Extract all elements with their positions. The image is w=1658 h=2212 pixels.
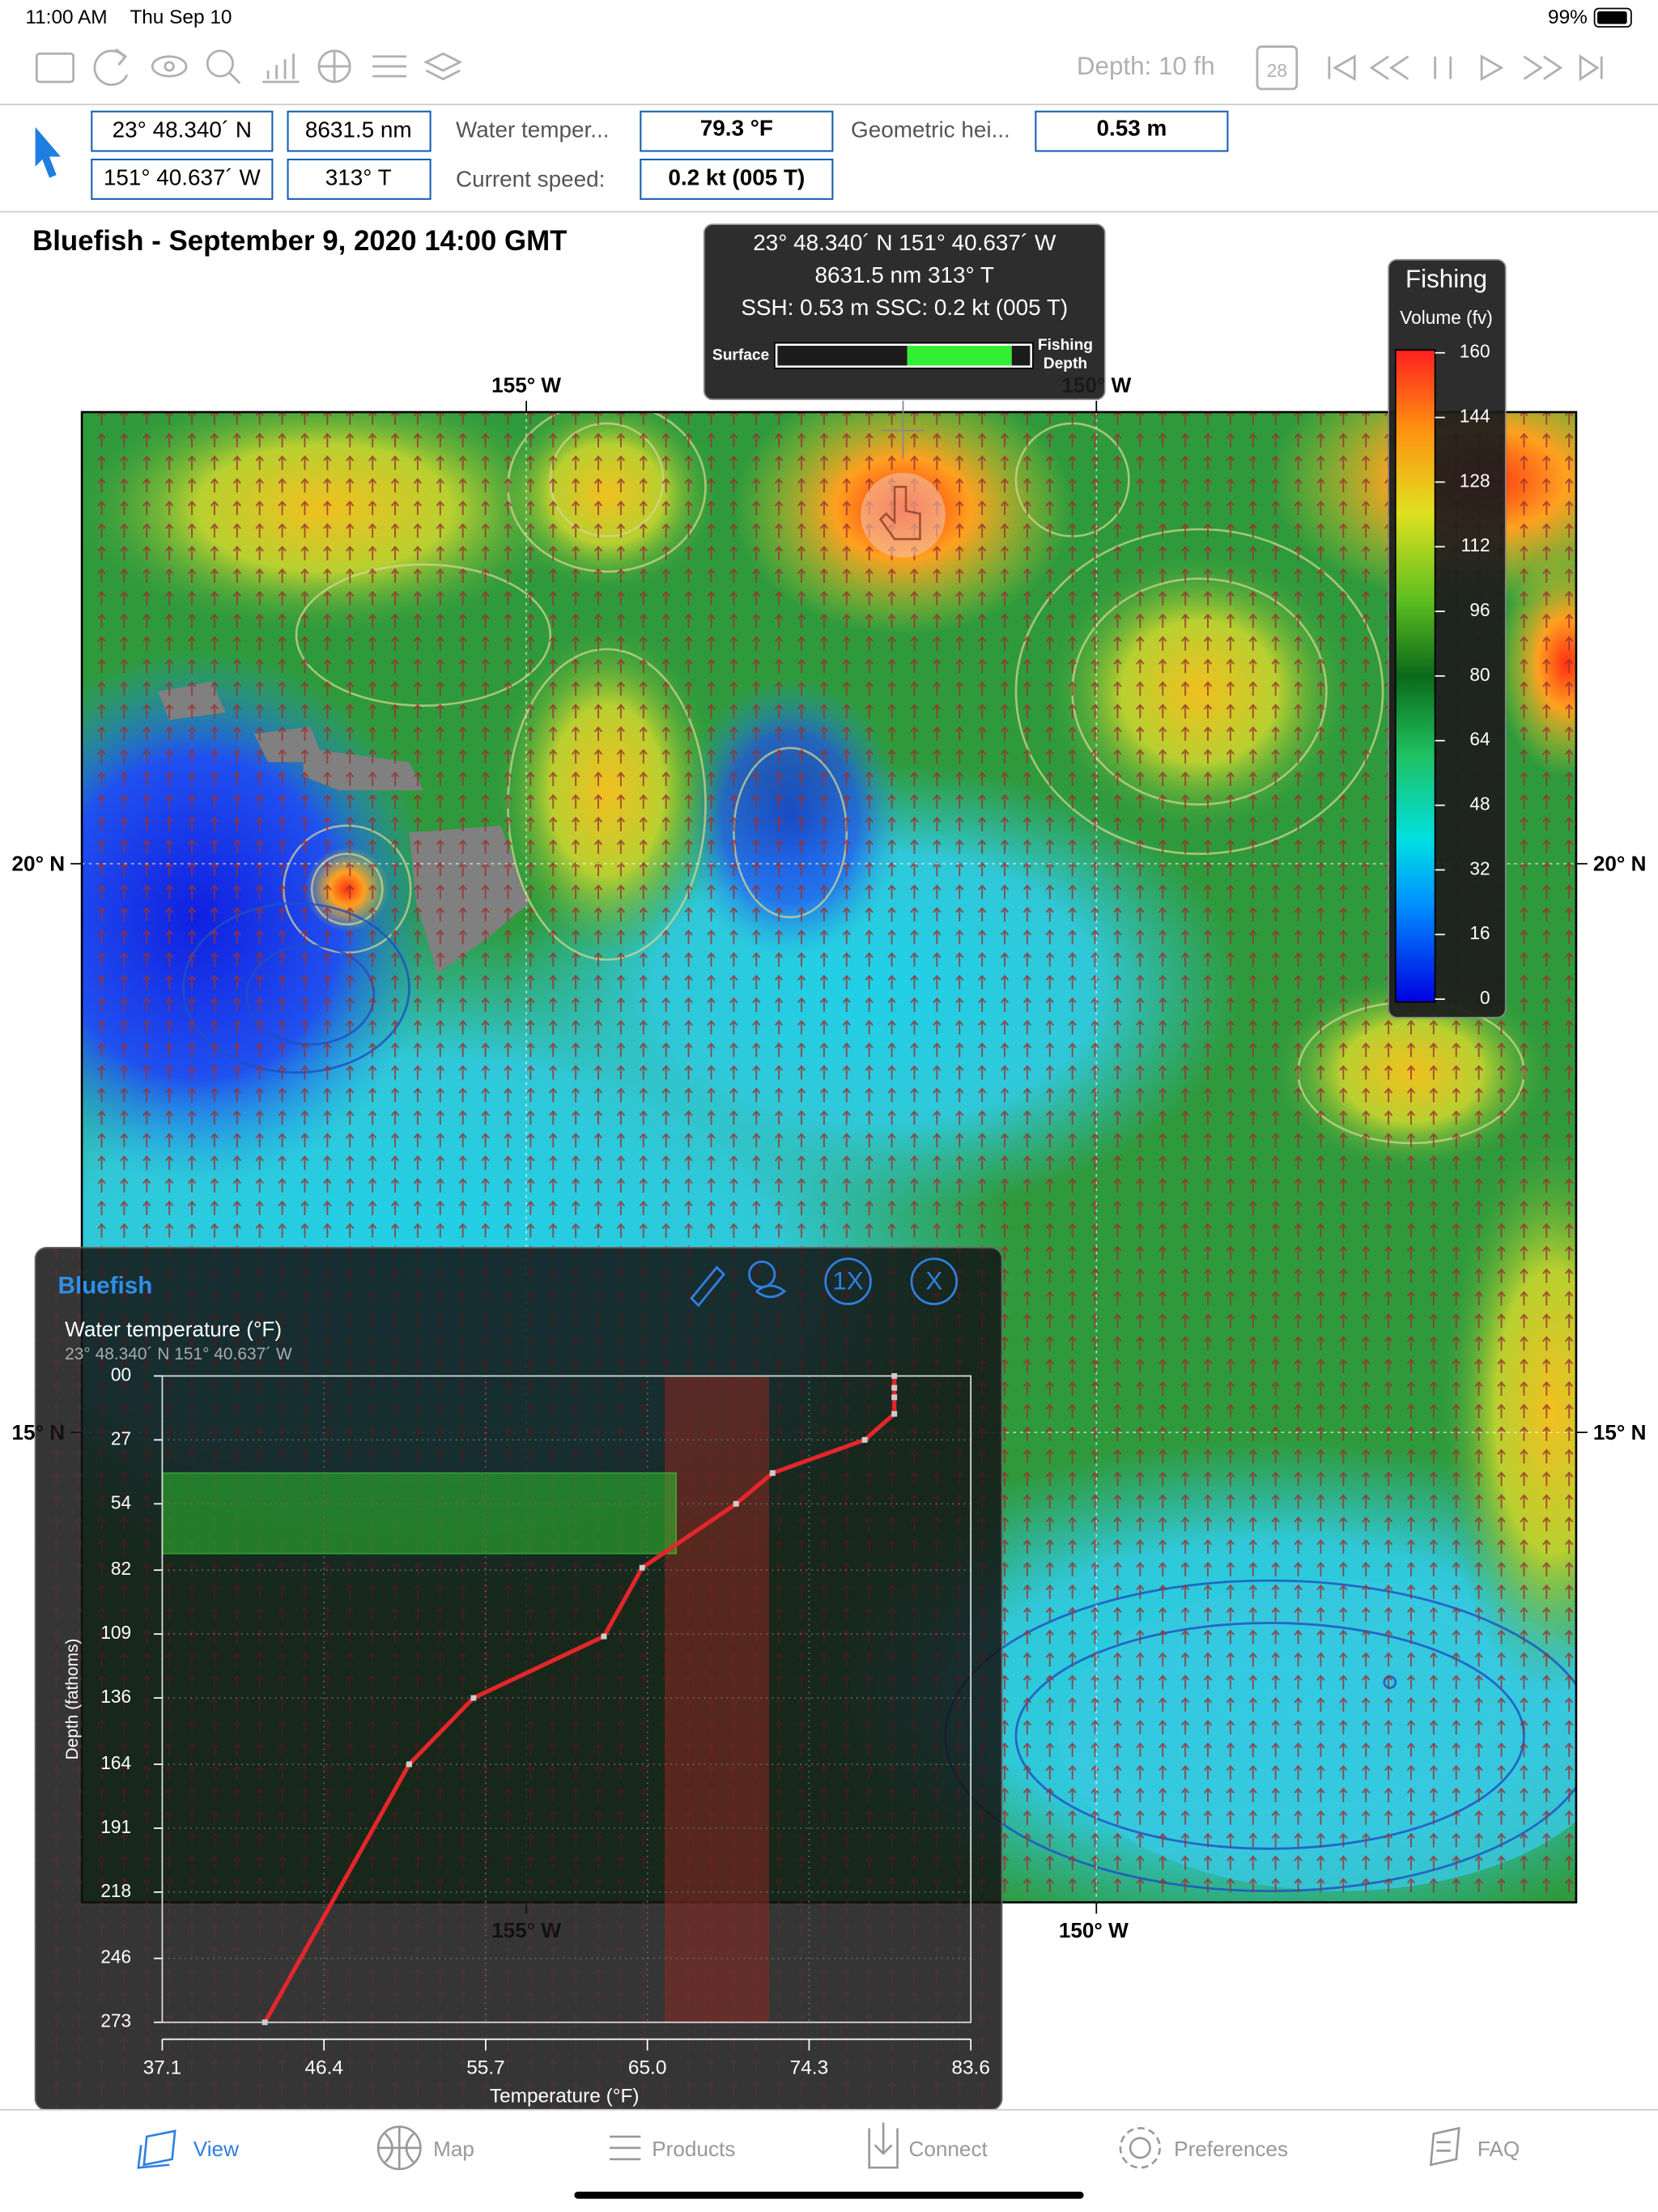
legend-tick-label: 160 bbox=[1460, 341, 1490, 362]
profile-point bbox=[601, 1633, 607, 1640]
field-label: Current speed: bbox=[456, 166, 605, 191]
y-tick-label: 136 bbox=[100, 1686, 131, 1707]
zoom-button[interactable]: 1X bbox=[832, 1267, 863, 1295]
x-axis-label: Temperature (°F) bbox=[490, 2086, 640, 2108]
tab-label[interactable]: Products bbox=[652, 2137, 735, 2161]
map-title: Bluefish - September 9, 2020 14:00 GMT bbox=[32, 225, 567, 257]
depth-label[interactable]: Depth: 10 fh bbox=[1077, 52, 1215, 80]
battery-level: 99% bbox=[1548, 6, 1588, 28]
field-label: Water temper... bbox=[456, 117, 610, 142]
x-tick-label: 55.7 bbox=[466, 2057, 504, 2079]
profile-point bbox=[639, 1564, 645, 1571]
profile-point bbox=[891, 1410, 898, 1417]
panel-title: Bluefish bbox=[57, 1272, 152, 1299]
toolbar-icons[interactable] bbox=[35, 45, 1603, 91]
calendar-day[interactable]: 28 bbox=[1267, 60, 1287, 81]
legend-tick-label: 96 bbox=[1469, 599, 1490, 620]
profile-point bbox=[769, 1470, 776, 1476]
tab-label[interactable]: Connect bbox=[908, 2137, 988, 2161]
x-tick-label: 37.1 bbox=[143, 2057, 181, 2079]
y-tick-label: 00 bbox=[111, 1363, 131, 1385]
fishing-label: Fishing bbox=[1038, 337, 1093, 354]
tab-label[interactable]: View bbox=[193, 2137, 239, 2161]
battery-fill bbox=[1597, 11, 1627, 24]
tab-label[interactable]: Preferences bbox=[1174, 2137, 1288, 2161]
legend-title: Fishing bbox=[1405, 265, 1487, 293]
legend-tick-label: 16 bbox=[1469, 922, 1490, 943]
distance: 8631.5 nm bbox=[305, 117, 412, 142]
depth-label: Depth bbox=[1044, 355, 1087, 372]
y-tick-label: 109 bbox=[100, 1622, 131, 1643]
lat-label: 15° N bbox=[1593, 1420, 1647, 1444]
profile-point bbox=[891, 1394, 898, 1401]
home-indicator bbox=[574, 2191, 1084, 2199]
lat-label: 20° N bbox=[1593, 851, 1647, 875]
tooltip-line: 23° 48.340´ N 151° 40.637´ W bbox=[753, 230, 1056, 255]
field-value: 79.3 °F bbox=[700, 116, 773, 141]
tooltip-line: 8631.5 nm 313° T bbox=[815, 262, 994, 287]
tooltip bbox=[703, 223, 1106, 459]
y-tick-label: 27 bbox=[111, 1427, 131, 1448]
profile-point bbox=[733, 1500, 739, 1507]
field-value: 0.2 kt (005 T) bbox=[668, 165, 805, 190]
temperature-band bbox=[665, 1376, 770, 2023]
legend-subtitle: Volume (fv) bbox=[1400, 307, 1492, 328]
panel-icons[interactable] bbox=[690, 1257, 959, 1308]
colorbar bbox=[1394, 349, 1436, 1003]
chart-subtitle: 23° 48.340´ N 151° 40.637´ W bbox=[65, 1345, 292, 1363]
x-tick-label: 46.4 bbox=[304, 2057, 342, 2079]
tab-label[interactable]: FAQ bbox=[1477, 2137, 1520, 2161]
info-boxes bbox=[91, 110, 1229, 200]
field-label: Geometric hei... bbox=[851, 117, 1010, 142]
tooltip-line: SSH: 0.53 m SSC: 0.2 kt (005 T) bbox=[741, 295, 1068, 320]
profile-point bbox=[891, 1372, 898, 1379]
longitude: 151° 40.637´ W bbox=[104, 165, 261, 190]
legend-tick-label: 0 bbox=[1480, 987, 1490, 1008]
battery-icon bbox=[1593, 7, 1632, 28]
close-button[interactable]: X bbox=[925, 1267, 942, 1295]
chart-title: Water temperature (°F) bbox=[65, 1317, 282, 1342]
x-tick-label: 83.6 bbox=[951, 2057, 989, 2079]
legend-tick-label: 80 bbox=[1469, 664, 1490, 685]
y-tick-label: 191 bbox=[100, 1816, 131, 1837]
profile-point bbox=[406, 1761, 412, 1767]
y-tick-label: 273 bbox=[100, 2010, 131, 2031]
profile-point bbox=[470, 1695, 477, 1701]
legend-tick-label: 144 bbox=[1460, 406, 1490, 427]
y-tick-label: 218 bbox=[100, 1880, 131, 1901]
legend-tick-label: 48 bbox=[1469, 793, 1490, 815]
legend-tick-label: 64 bbox=[1469, 729, 1490, 750]
cursor-icon[interactable] bbox=[35, 126, 61, 178]
legend-tick-label: 32 bbox=[1469, 857, 1490, 878]
legend-tick-label: 128 bbox=[1460, 470, 1490, 491]
latitude: 23° 48.340´ N bbox=[113, 117, 252, 142]
profile-point bbox=[861, 1436, 868, 1443]
x-tick-label: 65.0 bbox=[628, 2057, 666, 2079]
y-tick-label: 54 bbox=[111, 1491, 131, 1512]
surface-label: Surface bbox=[712, 347, 769, 364]
y-axis-label: Depth (fathoms) bbox=[63, 1639, 82, 1760]
y-tick-label: 246 bbox=[100, 1946, 131, 1967]
y-tick-label: 164 bbox=[100, 1752, 131, 1773]
bearing: 313° T bbox=[325, 165, 392, 190]
legend-tick-label: 112 bbox=[1460, 534, 1490, 555]
status-time: 11:00 AM bbox=[25, 6, 107, 28]
tab-icons[interactable] bbox=[137, 2122, 1460, 2171]
tab-label[interactable]: Map bbox=[433, 2137, 474, 2161]
fishing-depth-band bbox=[161, 1472, 677, 1555]
lat-label: 20° N bbox=[12, 851, 66, 875]
status-date: Thu Sep 10 bbox=[130, 6, 232, 28]
lon-label: 155° W bbox=[491, 373, 561, 398]
y-tick-label: 82 bbox=[111, 1558, 131, 1579]
lon-label: 150° W bbox=[1059, 1918, 1129, 1942]
profile-point bbox=[261, 2019, 268, 2026]
plot-frame bbox=[161, 1375, 972, 2023]
profile-point bbox=[891, 1385, 898, 1391]
x-tick-label: 74.3 bbox=[790, 2057, 828, 2079]
field-value: 0.53 m bbox=[1096, 116, 1167, 141]
